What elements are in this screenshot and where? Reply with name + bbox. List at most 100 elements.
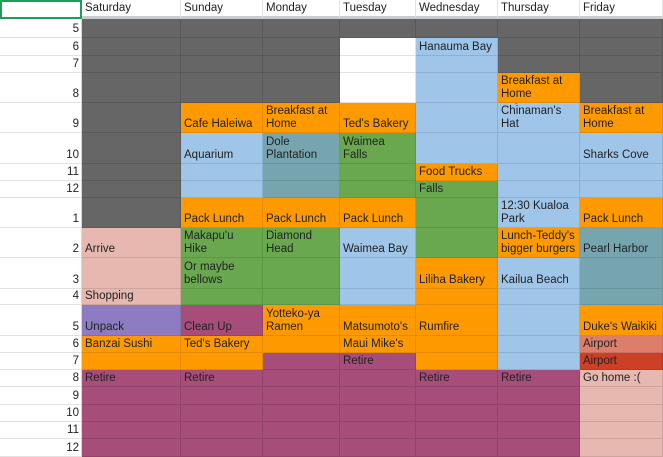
schedule-cell[interactable]: [263, 164, 340, 181]
schedule-cell[interactable]: [263, 422, 340, 439]
schedule-cell[interactable]: [181, 289, 263, 305]
schedule-cell[interactable]: [263, 405, 340, 422]
schedule-cell[interactable]: [498, 181, 580, 198]
schedule-cell[interactable]: [580, 422, 663, 439]
schedule-cell[interactable]: [580, 289, 663, 305]
schedule-cell-activity[interactable]: Rumfire: [416, 305, 498, 336]
schedule-cell[interactable]: [340, 422, 416, 439]
schedule-cell-activity[interactable]: Pearl Harbor: [580, 228, 663, 258]
schedule-cell-activity[interactable]: Pack Lunch: [580, 198, 663, 228]
row-header-hour[interactable]: 10: [0, 405, 82, 422]
schedule-cell-activity[interactable]: Ted's Bakery: [181, 336, 263, 353]
schedule-cell[interactable]: [263, 336, 340, 353]
schedule-cell[interactable]: [82, 73, 181, 103]
schedule-cell[interactable]: [82, 422, 181, 439]
schedule-cell[interactable]: [340, 387, 416, 405]
schedule-cell-activity[interactable]: Aquarium: [181, 133, 263, 164]
schedule-cell[interactable]: [498, 19, 580, 38]
schedule-cell-activity[interactable]: Go home :(: [580, 370, 663, 387]
column-header-sunday[interactable]: Sunday: [181, 0, 263, 19]
schedule-cell[interactable]: [181, 181, 263, 198]
schedule-cell-activity[interactable]: Liliha Bakery: [416, 258, 498, 289]
schedule-cell[interactable]: [416, 19, 498, 38]
schedule-cell-activity[interactable]: Retire: [498, 370, 580, 387]
row-header-hour[interactable]: 11: [0, 422, 82, 439]
schedule-cell[interactable]: [498, 439, 580, 457]
schedule-cell-activity[interactable]: Retire: [181, 370, 263, 387]
schedule-cell[interactable]: [340, 258, 416, 289]
schedule-cell[interactable]: [263, 439, 340, 457]
schedule-cell[interactable]: [416, 336, 498, 353]
schedule-cell-activity[interactable]: Kailua Beach: [498, 258, 580, 289]
row-header-hour[interactable]: 11: [0, 164, 82, 181]
schedule-cell-activity[interactable]: Pack Lunch: [340, 198, 416, 228]
schedule-cell-activity[interactable]: Retire: [416, 370, 498, 387]
schedule-cell[interactable]: [416, 103, 498, 133]
row-header-hour[interactable]: 10: [0, 133, 82, 164]
column-header-friday[interactable]: Friday: [580, 0, 663, 19]
schedule-cell-activity[interactable]: Waimea Falls: [340, 133, 416, 164]
schedule-cell[interactable]: [82, 133, 181, 164]
schedule-cell-activity[interactable]: Pack Lunch: [181, 198, 263, 228]
schedule-cell-activity[interactable]: Lunch-Teddy's bigger burgers: [498, 228, 580, 258]
schedule-cell[interactable]: [416, 73, 498, 103]
schedule-cell[interactable]: [181, 422, 263, 439]
schedule-cell-activity[interactable]: Matsumoto's: [340, 305, 416, 336]
schedule-cell[interactable]: [416, 198, 498, 228]
row-header-hour[interactable]: 7: [0, 56, 82, 73]
schedule-cell[interactable]: [82, 181, 181, 198]
schedule-cell[interactable]: [263, 370, 340, 387]
schedule-cell[interactable]: [263, 353, 340, 370]
schedule-cell[interactable]: [580, 164, 663, 181]
schedule-cell[interactable]: [498, 133, 580, 164]
schedule-cell-activity[interactable]: Unpack: [82, 305, 181, 336]
schedule-cell-activity[interactable]: Makapu'u Hike: [181, 228, 263, 258]
schedule-cell-activity[interactable]: Kayak to Chinaman's Hat: [498, 103, 580, 133]
row-header-hour[interactable]: 7: [0, 353, 82, 370]
schedule-cell[interactable]: [340, 164, 416, 181]
schedule-cell-activity[interactable]: Yotteko-ya Ramen: [263, 305, 340, 336]
schedule-cell[interactable]: [340, 439, 416, 457]
schedule-cell[interactable]: [580, 73, 663, 103]
schedule-cell-activity[interactable]: Retire: [340, 353, 416, 370]
schedule-cell[interactable]: [82, 56, 181, 73]
schedule-cell[interactable]: [181, 38, 263, 56]
schedule-cell-activity[interactable]: Or maybe bellows: [181, 258, 263, 289]
schedule-cell[interactable]: [580, 19, 663, 38]
schedule-cell[interactable]: [416, 289, 498, 305]
schedule-cell[interactable]: [340, 73, 416, 103]
schedule-cell[interactable]: [181, 73, 263, 103]
row-header-hour[interactable]: 2: [0, 228, 82, 258]
schedule-cell[interactable]: [340, 38, 416, 56]
schedule-cell[interactable]: [340, 181, 416, 198]
row-header-hour[interactable]: 8: [0, 370, 82, 387]
schedule-cell-activity[interactable]: Breakfast at Home: [580, 103, 663, 133]
schedule-cell[interactable]: [498, 38, 580, 56]
schedule-cell-activity[interactable]: Diamond Head: [263, 228, 340, 258]
schedule-cell[interactable]: [263, 181, 340, 198]
schedule-cell[interactable]: [498, 56, 580, 73]
schedule-cell[interactable]: [340, 56, 416, 73]
schedule-cell[interactable]: [416, 56, 498, 73]
schedule-cell[interactable]: [263, 387, 340, 405]
row-header-hour[interactable]: 6: [0, 38, 82, 56]
schedule-cell[interactable]: [340, 289, 416, 305]
schedule-cell[interactable]: [340, 405, 416, 422]
schedule-cell-activity[interactable]: Maui Mike's: [340, 336, 416, 353]
schedule-cell[interactable]: [580, 439, 663, 457]
column-header-tuesday[interactable]: Tuesday: [340, 0, 416, 19]
select-all-cell[interactable]: [0, 0, 82, 19]
row-header-hour[interactable]: 9: [0, 103, 82, 133]
schedule-cell[interactable]: [580, 405, 663, 422]
schedule-cell[interactable]: [416, 353, 498, 370]
schedule-cell[interactable]: [263, 258, 340, 289]
row-header-hour[interactable]: 8: [0, 73, 82, 103]
schedule-cell[interactable]: [82, 19, 181, 38]
schedule-cell-activity[interactable]: Maunawili Falls: [416, 181, 498, 198]
schedule-cell-activity[interactable]: Arrive at Airport: [580, 353, 663, 370]
column-header-wednesday[interactable]: Wednesday: [416, 0, 498, 19]
schedule-cell-activity[interactable]: Sharks Cove: [580, 133, 663, 164]
row-header-hour[interactable]: 5: [0, 305, 82, 336]
schedule-cell-activity[interactable]: Breakfast at Home: [498, 73, 580, 103]
row-header-hour[interactable]: 6: [0, 336, 82, 353]
